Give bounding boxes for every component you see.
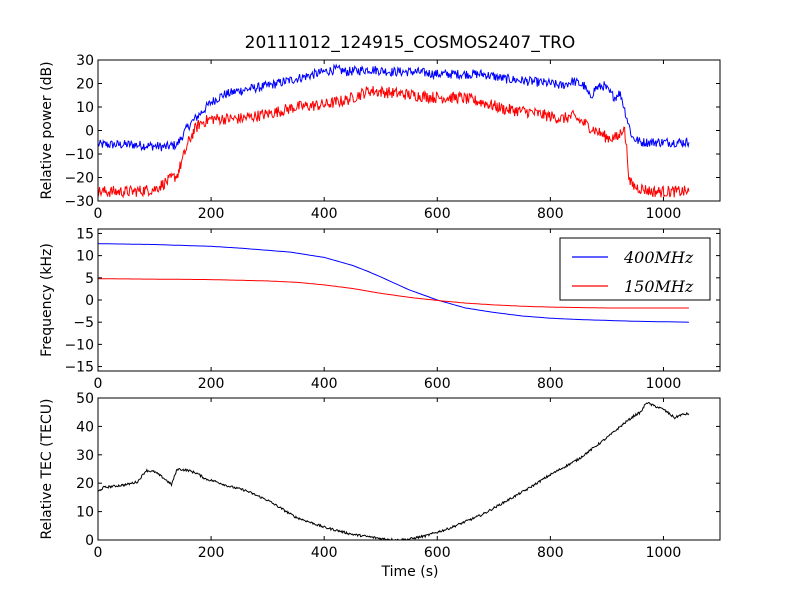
series-line-1-1 <box>98 63 690 152</box>
series-line-3-1 <box>98 401 690 540</box>
subplot-1: 0 200 400 600 800 1000 −30 −20 −10 0 10 20 30 Relativ… <box>39 53 721 222</box>
y-tick-label: 0 <box>85 124 94 140</box>
y-tick-label: 30 <box>76 53 94 69</box>
y-axis-label: Relative TEC (TECU) <box>39 399 55 540</box>
legend-box <box>559 237 711 301</box>
x-tick-label: 600 <box>424 206 451 222</box>
y-tick-label: −30 <box>64 194 94 210</box>
subplot-3: 0 200 400 600 800 1000 0 10 20 30 40 50 Relative TEC… <box>39 391 721 561</box>
legend-label: 400MHz <box>623 248 694 267</box>
y-tick-label: 40 <box>76 419 94 435</box>
y-tick-label: 0 <box>85 293 94 309</box>
x-tick-label: 600 <box>424 376 451 392</box>
x-tick-label: 0 <box>94 376 103 392</box>
subplot-2: 0 200 400 600 800 1000 −15 −10 −5 0 5 10 15 Frequency… <box>39 226 721 392</box>
x-tick-label: 800 <box>537 206 564 222</box>
x-tick-label: 1000 <box>646 376 682 392</box>
y-tick-label: −5 <box>73 315 94 331</box>
legend-label: 150MHz <box>624 277 694 296</box>
y-tick-label: 20 <box>76 77 94 93</box>
y-tick-label: 15 <box>76 226 94 242</box>
x-tick-label: 200 <box>198 545 225 561</box>
x-tick-label: 0 <box>94 206 103 222</box>
y-axis-label: Frequency (kHz) <box>39 243 55 357</box>
y-tick-label: 30 <box>76 448 94 464</box>
y-tick-label: 10 <box>76 100 94 116</box>
axes-frame <box>97 59 721 202</box>
y-tick-label: 20 <box>76 476 94 492</box>
x-axis-label: Time (s) <box>381 564 439 580</box>
x-tick-label: 400 <box>311 545 338 561</box>
subplots: 0 200 400 600 800 1000−30−20−100102030Relativ… <box>39 53 721 561</box>
x-tick-label: 1000 <box>646 545 682 561</box>
y-tick-label: 50 <box>76 391 94 407</box>
x-tick-label: 800 <box>537 376 564 392</box>
y-tick-label: −20 <box>64 171 94 187</box>
y-tick-label: −10 <box>64 147 94 163</box>
y-tick-label: −15 <box>64 360 94 376</box>
y-tick-label: 10 <box>76 505 94 521</box>
series-line-2-2 <box>98 278 689 309</box>
x-tick-label: 200 <box>198 376 225 392</box>
x-tick-label: 800 <box>537 545 564 561</box>
y-tick-label: 10 <box>76 249 94 265</box>
x-tick-label: 400 <box>311 206 338 222</box>
x-tick-label: 1000 <box>646 206 682 222</box>
x-tick-label: 400 <box>311 376 338 392</box>
y-tick-label: 0 <box>85 533 94 549</box>
y-tick-label: −10 <box>64 337 94 353</box>
x-tick-label: 0 <box>94 545 103 561</box>
y-axis-label: Relative power (dB) <box>39 61 55 199</box>
axes-frame <box>97 397 721 541</box>
legend: 400MHz 150MHz <box>559 237 711 301</box>
series-line-1-2 <box>98 85 690 199</box>
series-line-2-1 <box>98 243 689 323</box>
x-tick-label: 200 <box>198 206 225 222</box>
figure-title: 20111012_124915_COSMOS2407_TRO <box>245 33 576 53</box>
y-tick-label: 5 <box>85 271 94 287</box>
x-tick-label: 600 <box>424 545 451 561</box>
